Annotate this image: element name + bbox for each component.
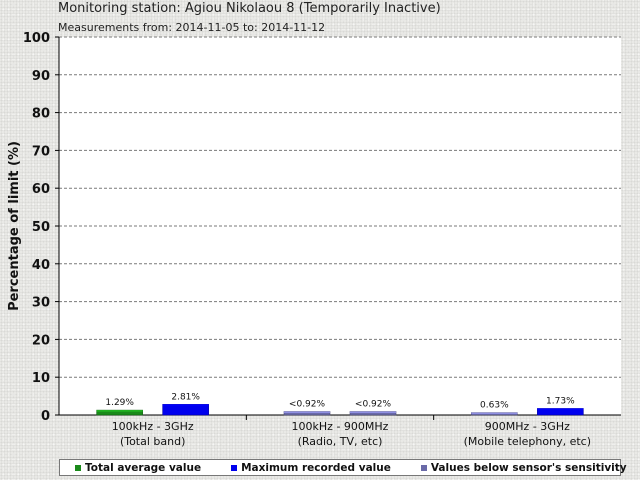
bar-highlight <box>537 408 584 410</box>
y-tick-label: 10 <box>32 371 50 386</box>
y-tick-label: 70 <box>32 144 50 159</box>
legend-swatch-average <box>75 464 81 471</box>
bar-maximum <box>162 404 209 416</box>
x-category-sublabel: (Total band) <box>120 435 185 448</box>
bar-highlight <box>350 411 396 414</box>
y-axis-title: Percentage of limit (%) <box>7 141 22 311</box>
y-tick-label: 20 <box>32 333 50 348</box>
bar-value-label: <0.92% <box>355 400 392 410</box>
bar-value-label: 2.81% <box>171 392 200 402</box>
legend-item-average: Total average value <box>75 462 201 474</box>
bar-value-label: <0.92% <box>289 400 326 410</box>
bar-highlight <box>471 412 518 415</box>
legend-item-maximum: Maximum recorded value <box>231 462 391 474</box>
y-tick-label: 0 <box>41 409 50 424</box>
legend-swatch-below-sensitivity <box>420 464 427 471</box>
chart-subtitle: Measurements from: 2014-11-05 to: 2014-1… <box>58 21 326 34</box>
legend-label-maximum: Maximum recorded value <box>241 461 391 474</box>
bar-value-label: 0.63% <box>480 401 509 411</box>
legend-label-average: Total average value <box>85 461 202 474</box>
x-category-label: 100kHz - 3GHz <box>112 420 194 433</box>
x-category-label: 100kHz - 900MHz <box>292 420 389 433</box>
y-tick-label: 50 <box>32 220 50 235</box>
y-tick-label: 100 <box>23 31 50 46</box>
bar-value-label: 1.29% <box>105 398 134 408</box>
legend-swatch-maximum <box>231 464 238 471</box>
y-tick-label: 90 <box>32 69 50 84</box>
bar-value-label: 1.73% <box>546 396 575 406</box>
x-category-label: 900MHz - 3GHz <box>485 420 570 433</box>
bar-highlight <box>96 410 143 412</box>
bar-highlight <box>284 411 330 414</box>
bar-highlight <box>162 404 209 406</box>
x-category-sublabel: (Mobile telephony, etc) <box>464 435 591 448</box>
legend-item-below-sensitivity: Values below sensor's sensitivity <box>420 461 627 474</box>
chart-title: Monitoring station: Agiou Nikolaou 8 (Te… <box>58 1 441 16</box>
y-tick-label: 30 <box>32 296 50 311</box>
x-category-sublabel: (Radio, TV, etc) <box>298 435 383 448</box>
y-tick-label: 80 <box>32 107 50 122</box>
y-tick-label: 40 <box>32 258 50 273</box>
chart-legend: Total average value Maximum recorded val… <box>59 459 627 476</box>
y-tick-label: 60 <box>32 182 50 197</box>
legend-label-below-sensitivity: Values below sensor's sensitivity <box>430 461 627 474</box>
